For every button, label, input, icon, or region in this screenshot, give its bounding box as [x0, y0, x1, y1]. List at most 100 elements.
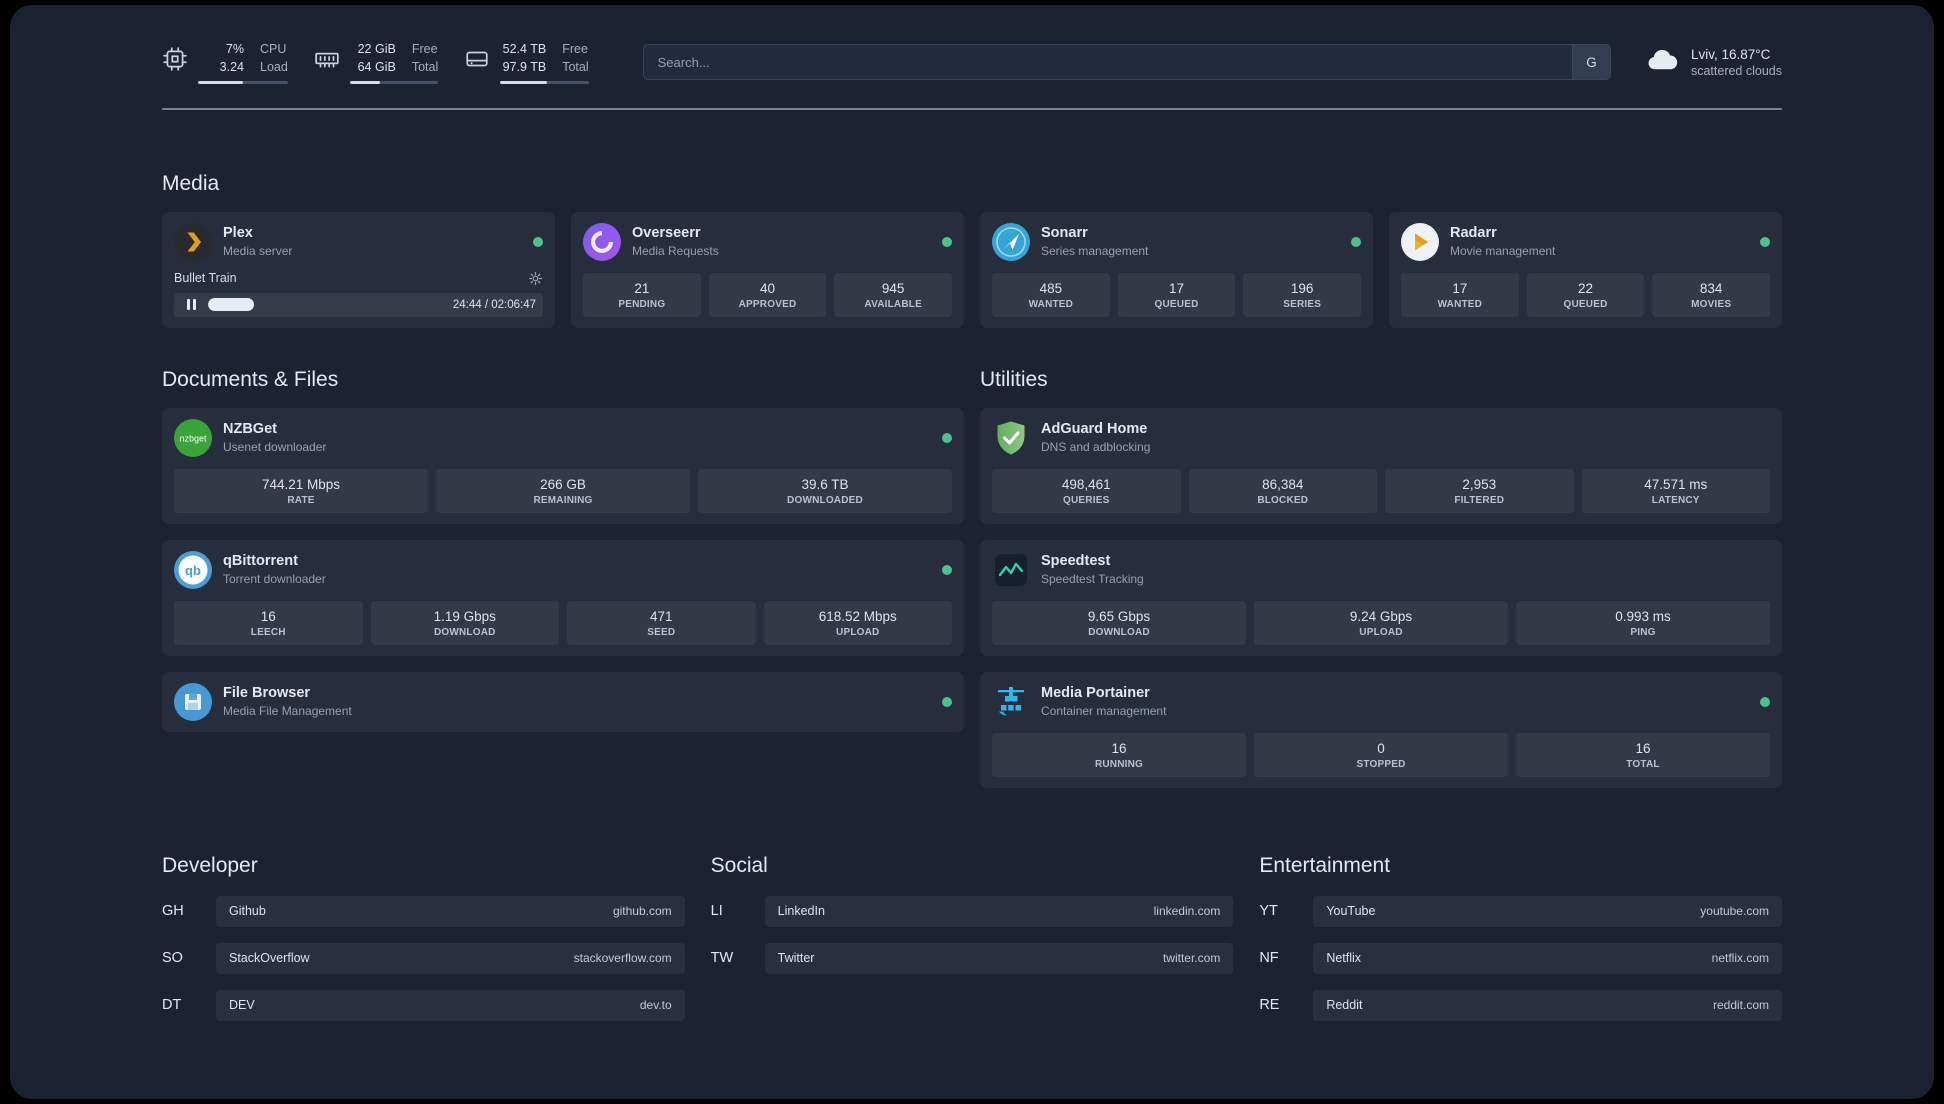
service-name: Sonarr [1041, 225, 1088, 242]
disk-icon [464, 41, 490, 72]
stat-queued: 17 QUEUED [1117, 272, 1236, 317]
service-name: Speedtest [1041, 553, 1111, 570]
service-name: Overseerr [632, 225, 701, 242]
stat-download: 9.65 Gbps DOWNLOAD [992, 600, 1246, 645]
stat-upload: 9.24 Gbps UPLOAD [1254, 600, 1508, 645]
cpu-usage-label: CPU [260, 42, 287, 56]
gear-icon[interactable] [528, 271, 543, 286]
ram-icon [314, 41, 340, 72]
cpu-widget: 7% CPU 3.24 Load [162, 41, 288, 84]
service-card-nzbget[interactable]: nzbget NZBGet Usenet downloader 744.21 M… [162, 407, 964, 524]
service-card-speedtest[interactable]: Speedtest Speedtest Tracking 9.65 Gbps D… [980, 539, 1782, 656]
stat-latency: 47.571 ms LATENCY [1581, 468, 1770, 513]
media-grid: Plex Media server Bullet Train [162, 211, 1782, 328]
cpu-icon [162, 41, 188, 72]
weather-widget: Lviv, 16.87°C scattered clouds [1645, 43, 1782, 82]
bookmark-abbr: NF [1259, 950, 1279, 967]
service-card-qbittorrent[interactable]: qb qBittorrent Torrent downloader 16 [162, 539, 964, 656]
search-provider-button[interactable]: G [1571, 45, 1610, 80]
service-name: Plex [223, 225, 253, 242]
disk-widget: 52.4 TB Free 97.9 TB Total [464, 41, 589, 84]
bookmark-link-youtube[interactable]: YouTube youtube.com [1313, 895, 1782, 927]
cpu-bar [198, 80, 288, 84]
bookmark-abbr: LI [710, 903, 723, 920]
disk-bar [500, 80, 589, 84]
service-name: File Browser [223, 685, 311, 702]
bookmark-group-developer: Developer GH Github github.com SO StackO… [162, 854, 685, 1037]
stat-rate: 744.21 Mbps RATE [174, 468, 428, 513]
status-dot [1760, 236, 1770, 247]
stat-queries: 498,461 QUERIES [992, 468, 1181, 513]
bookmark-row: YT YouTube youtube.com [1259, 895, 1782, 927]
weather-condition: scattered clouds [1690, 63, 1782, 78]
utilities-column: Utilities [980, 334, 1782, 788]
memory-free-label: Free [411, 42, 438, 56]
stat-remaining: 266 GB REMAINING [436, 468, 690, 513]
memory-bar-fill [349, 80, 380, 84]
stat-downloaded: 39.6 TB DOWNLOADED [698, 468, 952, 513]
adguard-icon [992, 419, 1030, 457]
bookmark-link-reddit[interactable]: Reddit reddit.com [1313, 989, 1782, 1021]
bookmark-link-stackoverflow[interactable]: StackOverflow stackoverflow.com [216, 942, 685, 974]
service-card-overseerr[interactable]: Overseerr Media Requests 21 PENDING 40 A… [571, 211, 964, 328]
service-desc: Usenet downloader [223, 440, 327, 455]
service-desc: DNS and adblocking [1041, 440, 1151, 455]
stat-approved: 40 APPROVED [708, 272, 827, 317]
service-card-plex[interactable]: Plex Media server Bullet Train [162, 211, 555, 328]
now-playing-title: Bullet Train [174, 271, 237, 286]
pause-icon[interactable] [181, 297, 201, 313]
svg-text:nzbget: nzbget [179, 433, 207, 443]
bookmark-abbr: RE [1259, 997, 1280, 1014]
bookmark-row: RE Reddit reddit.com [1259, 989, 1782, 1021]
playback-progress-track [208, 298, 446, 312]
sonarr-icon [992, 222, 1030, 261]
search-input[interactable] [643, 45, 1572, 80]
speedtest-icon [992, 551, 1030, 589]
service-card-filebrowser[interactable]: File Browser Media File Management [162, 671, 964, 732]
bookmark-link-dev[interactable]: DEV dev.to [216, 989, 685, 1021]
stat-leech: 16 LEECH [174, 600, 363, 645]
playback-progress-fill [208, 298, 255, 312]
service-card-sonarr[interactable]: Sonarr Series management 485 WANTED 17 Q… [980, 211, 1373, 328]
playback-bar: 24:44 / 02:06:47 [174, 292, 543, 317]
service-card-adguard[interactable]: AdGuard Home DNS and adblocking 498,461 … [980, 407, 1782, 524]
service-desc: Media File Management [223, 704, 352, 719]
bookmarks-area: Developer GH Github github.com SO StackO… [162, 854, 1782, 1077]
stat-queued: 22 QUEUED [1526, 272, 1645, 317]
service-desc: Movie management [1450, 244, 1556, 259]
bookmark-link-linkedin[interactable]: LinkedIn linkedin.com [764, 895, 1234, 927]
bookmark-link-netflix[interactable]: Netflix netflix.com [1313, 942, 1782, 974]
disk-total-label: Total [562, 59, 589, 74]
bookmark-row: DT DEV dev.to [162, 989, 685, 1021]
dashboard: 7% CPU 3.24 Load 22 GiB Free 6 [10, 5, 1934, 1099]
radarr-icon [1401, 222, 1439, 261]
bookmark-group-entertainment: Entertainment YT YouTube youtube.com NF … [1259, 854, 1782, 1037]
service-desc: Speedtest Tracking [1041, 572, 1144, 587]
service-desc: Torrent downloader [223, 572, 326, 587]
top-bar: 7% CPU 3.24 Load 22 GiB Free 6 [162, 5, 1782, 84]
nzbget-icon: nzbget [174, 418, 212, 457]
stat-pending: 21 PENDING [583, 272, 701, 317]
bookmark-link-twitter[interactable]: Twitter twitter.com [764, 942, 1234, 974]
documents-column: Documents & Files nzbget NZBGet Usenet d… [162, 334, 964, 732]
svg-text:qb: qb [185, 563, 201, 578]
service-desc: Media server [223, 244, 293, 259]
bookmark-group-social: Social LI LinkedIn linkedin.com TW Twitt… [711, 854, 1234, 1037]
bookmark-row: LI LinkedIn linkedin.com [710, 895, 1234, 927]
portainer-icon [992, 683, 1030, 721]
status-dot [1351, 236, 1361, 247]
service-card-radarr[interactable]: Radarr Movie management 17 WANTED 22 QUE… [1389, 211, 1782, 328]
bookmark-row: GH Github github.com [162, 895, 685, 927]
memory-total-label: Total [411, 59, 439, 74]
service-desc: Series management [1041, 244, 1149, 259]
cloud-icon [1645, 43, 1679, 82]
cpu-load-label: Load [260, 59, 288, 74]
status-dot [942, 236, 952, 247]
plex-now-playing: Bullet Train 24:44 / 0 [174, 271, 543, 317]
overseerr-icon [583, 222, 621, 261]
service-card-portainer[interactable]: Media Portainer Container management 16 … [980, 671, 1782, 788]
bookmark-link-github[interactable]: Github github.com [216, 895, 685, 927]
bookmark-abbr: GH [162, 903, 184, 920]
stat-total: 16 TOTAL [1516, 732, 1770, 777]
status-dot [1760, 696, 1770, 707]
